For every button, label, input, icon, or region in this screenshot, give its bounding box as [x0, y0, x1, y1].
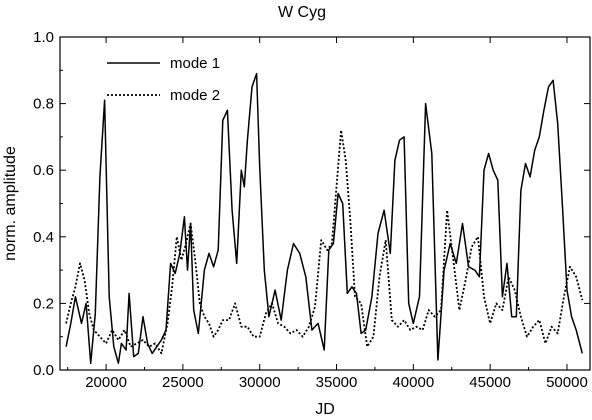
- chart-title: W Cyg: [278, 4, 326, 21]
- y-axis-label: norm. amplitude: [2, 146, 19, 261]
- x-tick-label: 45000: [469, 374, 511, 391]
- y-tick-label: 1.0: [33, 29, 54, 46]
- axis-ticks: 20000 25000 30000 35000 40000 45000 50000 0.0 0.…: [33, 29, 590, 391]
- y-tick-label: 0.0: [33, 362, 54, 379]
- x-axis-label: JD: [315, 401, 335, 418]
- legend-label: mode 1: [170, 55, 220, 72]
- y-tick-label: 0.6: [33, 162, 54, 179]
- legend-label: mode 2: [170, 87, 220, 104]
- x-tick-label: 40000: [392, 374, 434, 391]
- x-tick-label: 30000: [239, 374, 281, 391]
- series-line-mode-1: [65, 72, 584, 365]
- x-tick-label: 25000: [162, 374, 204, 391]
- series-layer: [65, 72, 584, 365]
- y-tick-label: 0.8: [33, 96, 54, 113]
- y-tick-label: 0.4: [33, 229, 54, 246]
- y-tick-label: 0.2: [33, 295, 54, 312]
- legend: mode 1 mode 2: [107, 55, 220, 104]
- x-tick-label: 20000: [85, 374, 127, 391]
- x-tick-label: 35000: [316, 374, 358, 391]
- x-tick-label: 50000: [546, 374, 588, 391]
